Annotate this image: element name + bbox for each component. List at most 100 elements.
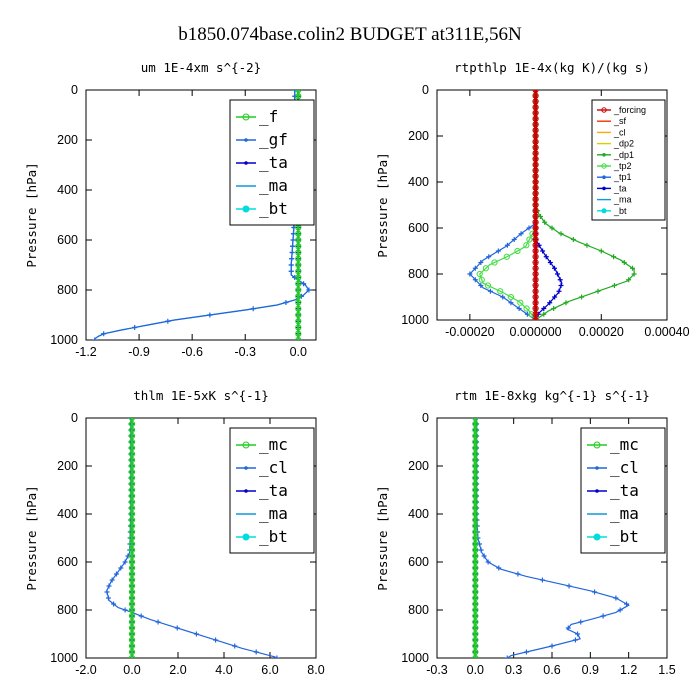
legend-label: _bt [610, 527, 639, 546]
series-marker_gf [288, 268, 294, 274]
series-marker_dp1 [598, 248, 604, 254]
series-marker_forcing [532, 230, 539, 237]
series-marker_mc [472, 498, 479, 506]
series-marker_mc [472, 516, 479, 524]
legend-marker [242, 441, 250, 449]
legend-label: _tp1 [613, 172, 632, 182]
series-marker_mc [472, 618, 479, 626]
legend-label: _bt [613, 206, 627, 216]
series-marker_forcing [532, 144, 539, 151]
legend-marker [595, 489, 599, 493]
y-tick-label: 1000 [401, 313, 429, 327]
series-marker_ta [552, 294, 558, 300]
series-marker_cl [592, 589, 598, 595]
series-marker_forcing [532, 109, 539, 117]
legend-label: _ma [259, 176, 288, 195]
series-marker_gf [207, 312, 213, 318]
y-tick-label: 0 [71, 411, 78, 425]
legend-label: _ta [610, 481, 639, 500]
series-marker_dp1 [551, 306, 557, 311]
series-marker_mc [128, 456, 136, 464]
series-marker_mc [472, 594, 479, 602]
x-tick-label: -0.6 [181, 345, 203, 359]
series-marker_mc [472, 432, 479, 440]
legend-label: _gf [259, 130, 288, 149]
legend-marker [602, 186, 606, 191]
panel-title: rtpthlp 1E-4x(kg K)/(kg s) [454, 60, 650, 75]
series-marker_cl [113, 571, 119, 577]
legend-marker [593, 533, 601, 541]
series-marker_mc [472, 486, 479, 494]
legend-label: _ta [613, 183, 627, 193]
series-marker_gf [290, 231, 296, 237]
series-marker_mc [128, 504, 136, 512]
legend-label: _ma [613, 195, 632, 205]
series-marker_cl [575, 631, 581, 637]
series-marker_cl [193, 631, 199, 637]
series-marker_dp1 [630, 265, 635, 271]
series-marker_mc [128, 576, 136, 584]
series-marker_f [295, 299, 302, 306]
series-marker_mc [128, 418, 136, 422]
series-marker_mc [128, 642, 136, 650]
y-tick-label: 0 [422, 411, 429, 425]
series-marker_mc [128, 480, 136, 488]
legend-marker [602, 153, 606, 157]
series-marker_mc [128, 648, 136, 656]
legend-marker [242, 205, 250, 213]
series-marker_gf [289, 250, 295, 255]
series-marker_f [295, 93, 302, 100]
series-marker_cl [613, 595, 619, 601]
series-marker_gf [250, 306, 256, 312]
series-marker_ta [536, 242, 542, 248]
series-marker_ta [547, 300, 553, 306]
legend: _forcing_sf_cl _dp2_dp1_tp2_tp1_ta _ma_bt [591, 99, 666, 221]
series-marker_mc [128, 498, 136, 506]
series-marker_f [295, 236, 302, 244]
series-marker_mc [472, 576, 479, 584]
series-marker_tp1 [472, 265, 478, 271]
y-tick-label: 600 [57, 555, 78, 569]
legend-label: _bt [259, 527, 288, 546]
series-marker_mc [472, 648, 479, 656]
series-marker_dp1 [584, 242, 590, 248]
series-marker_forcing [532, 92, 539, 99]
series-marker_mc [128, 510, 136, 518]
series-marker_forcing [532, 196, 539, 203]
series-marker_mc [472, 456, 479, 464]
series-marker_forcing [532, 242, 539, 249]
series-marker_mc [472, 480, 479, 488]
legend-marker [601, 208, 607, 214]
y-axis-label: Pressure [hPa] [375, 152, 390, 257]
series-marker_mc [128, 444, 136, 452]
series-marker_tp2 [484, 282, 492, 289]
series-marker_cl [109, 577, 115, 583]
legend-label: _cl [610, 458, 639, 477]
x-tick-label: 6.0 [261, 663, 278, 677]
legend-marker [242, 533, 250, 541]
x-tick-label: 0.00040 [644, 325, 689, 339]
axes-frame [85, 417, 317, 659]
series-marker_ta [540, 248, 546, 254]
legend-marker [244, 161, 248, 165]
x-tick-label: -0.3 [426, 663, 448, 677]
series-marker_mc [128, 462, 136, 470]
series-marker_forcing [532, 98, 539, 105]
series-marker_dp1 [579, 294, 585, 300]
series-marker_tp1 [526, 225, 532, 231]
axes-frame [85, 89, 317, 341]
series-marker_dp1 [542, 219, 548, 225]
legend-label: _ma [610, 504, 639, 523]
series-marker_mc [472, 552, 479, 560]
series-marker_forcing [532, 236, 539, 243]
series-marker_f [295, 330, 302, 337]
series-marker_f [295, 305, 302, 312]
series-marker_dp1 [541, 311, 547, 317]
series-marker_forcing [532, 265, 539, 272]
legend-label: _ta [259, 481, 288, 500]
x-tick-label: 0.6 [543, 663, 560, 677]
series-marker_mc [128, 492, 136, 500]
series-marker_tp2 [503, 253, 510, 260]
x-tick-label: 0.3 [505, 663, 522, 677]
series-marker_f [295, 243, 302, 250]
